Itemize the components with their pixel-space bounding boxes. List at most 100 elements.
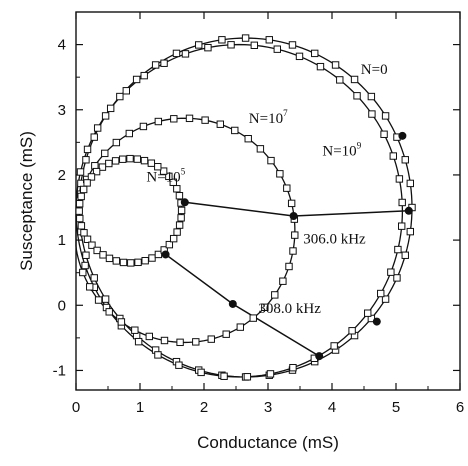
highlight-point: [161, 250, 170, 259]
x-tick-label: 0: [72, 399, 80, 416]
series-label: N=109: [322, 140, 361, 159]
data-point: [165, 240, 174, 249]
data-point: [169, 178, 177, 186]
series-label-exponent: 9: [357, 140, 362, 150]
data-point: [119, 258, 128, 267]
data-point: [387, 268, 395, 276]
data-point: [216, 120, 225, 128]
highlight-point: [315, 352, 324, 361]
x-tick-label: 6: [456, 399, 464, 416]
data-point: [134, 258, 142, 267]
y-axis-title: Susceptance (mS): [17, 131, 36, 271]
data-point: [134, 337, 143, 346]
data-point: [394, 245, 402, 254]
data-point: [112, 138, 121, 147]
data-point: [380, 130, 388, 138]
data-point: [99, 251, 107, 259]
data-point: [112, 257, 121, 265]
data-point: [244, 135, 252, 143]
data-point: [111, 157, 120, 165]
data-point: [398, 198, 406, 207]
data-point: [287, 199, 296, 208]
data-point: [353, 92, 361, 100]
data-point: [401, 251, 409, 259]
data-point: [207, 335, 215, 343]
series-label-base: N=0: [361, 62, 388, 78]
data-point: [126, 154, 134, 163]
data-point: [105, 159, 113, 168]
data-point: [105, 254, 114, 263]
data-point: [273, 45, 281, 53]
data-point: [145, 332, 153, 341]
data-point: [77, 222, 86, 230]
x-tick-label: 5: [392, 399, 400, 416]
data-point: [90, 274, 98, 282]
y-tick-label: 2: [58, 167, 66, 184]
series-label-exponent: 5: [181, 166, 186, 176]
frequency-annotation: 308.0 kHz: [258, 301, 321, 317]
data-point: [291, 231, 299, 239]
data-point: [227, 41, 235, 49]
data-point: [82, 251, 90, 259]
series-label-exponent: 7: [283, 108, 288, 118]
data-point: [395, 175, 404, 183]
data-point: [336, 76, 344, 84]
data-point: [82, 156, 90, 164]
data-point: [83, 179, 91, 187]
y-tick-label: 1: [58, 232, 66, 249]
markers-layer: [75, 34, 416, 381]
data-point: [93, 124, 102, 132]
data-point: [377, 289, 385, 298]
data-point: [192, 338, 200, 346]
data-point: [122, 87, 130, 95]
data-point: [101, 112, 110, 120]
series-label: N=105: [146, 166, 185, 185]
axes-layer: 0 1 2 3 4 5 6 -1 0 1 2 3 4 Conductance (mS) Susceptanc…: [17, 11, 464, 452]
data-point: [289, 247, 297, 255]
data-point: [266, 370, 275, 378]
data-point: [106, 104, 115, 113]
data-point: [94, 296, 103, 304]
data-point: [271, 291, 279, 299]
data-point: [218, 36, 226, 44]
data-point: [92, 167, 101, 176]
data-point: [141, 256, 149, 265]
series-label-base: N=10: [146, 169, 180, 185]
x-tick-label: 3: [264, 399, 272, 416]
data-point: [231, 126, 239, 135]
data-point: [222, 330, 230, 338]
data-point: [177, 214, 185, 222]
data-point: [406, 179, 415, 188]
data-point: [267, 156, 275, 165]
data-point: [79, 185, 88, 194]
data-point: [311, 49, 319, 58]
series-label: N=0: [361, 62, 388, 78]
data-point: [148, 254, 156, 262]
data-point: [119, 155, 127, 163]
data-point: [117, 318, 126, 326]
data-point: [79, 268, 87, 277]
highlight-point: [180, 198, 189, 207]
data-point: [265, 36, 273, 44]
data-point: [151, 61, 160, 69]
data-point: [175, 192, 184, 200]
series-label-base: N=10: [249, 111, 283, 127]
data-point: [147, 159, 156, 167]
data-point: [80, 229, 88, 237]
series-label-base: N=10: [322, 143, 356, 159]
y-tick-label: 0: [58, 297, 66, 314]
data-point: [125, 129, 134, 138]
data-point: [133, 155, 142, 163]
data-point: [397, 222, 406, 230]
data-point: [401, 156, 409, 164]
data-point: [283, 184, 291, 192]
highlight-point: [372, 317, 381, 326]
data-point: [131, 326, 139, 334]
x-tick-label: 4: [328, 399, 336, 416]
data-point: [175, 221, 184, 229]
data-point: [105, 308, 113, 316]
x-axis-title: Conductance (mS): [197, 433, 339, 452]
data-point: [316, 62, 325, 71]
data-point: [236, 323, 244, 331]
data-point: [160, 59, 168, 67]
